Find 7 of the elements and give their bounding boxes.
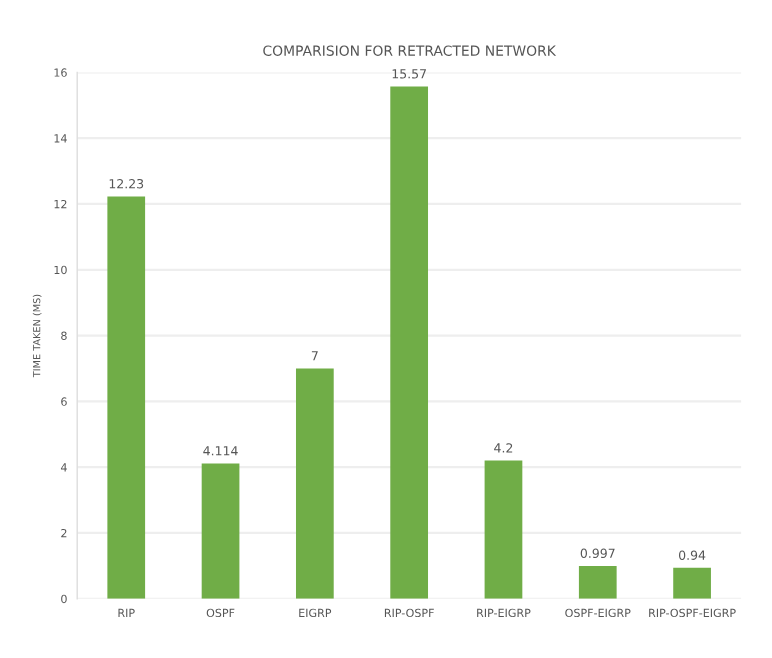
bar (107, 196, 146, 599)
bar (484, 460, 523, 599)
bar (201, 463, 240, 599)
bar (673, 567, 711, 599)
bar (390, 86, 429, 599)
bar (295, 368, 334, 599)
bar (578, 565, 617, 599)
